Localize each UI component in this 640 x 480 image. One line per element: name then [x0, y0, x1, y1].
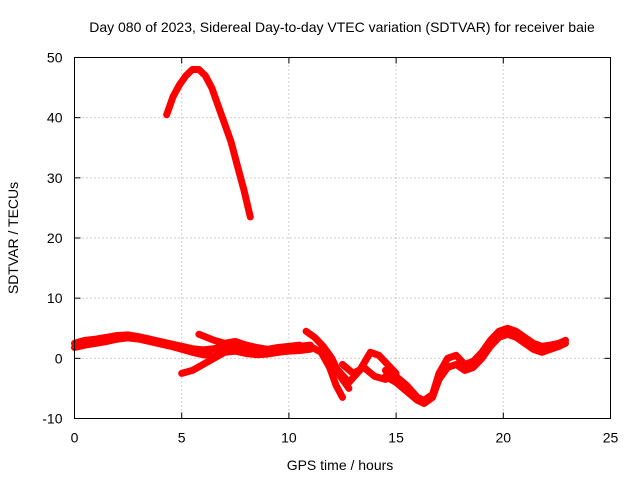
series-arc-mid [195, 330, 304, 353]
y-tick-label: 50 [47, 50, 63, 66]
data-traces [71, 66, 569, 407]
x-tick-label: 5 [178, 430, 186, 446]
series-band-2 [71, 334, 314, 360]
x-tick-label: 10 [281, 430, 297, 446]
series-arc-high [163, 66, 254, 221]
y-tick-label: -10 [42, 411, 62, 427]
y-tick-label: 30 [47, 170, 63, 186]
x-tick-label: 25 [603, 430, 619, 446]
y-tick-label: 0 [55, 350, 63, 366]
grid-lines [74, 57, 611, 419]
chart-title: Day 080 of 2023, Sidereal Day-to-day VTE… [89, 19, 595, 35]
y-tick-label: 40 [47, 110, 63, 126]
x-tick-labels: 0 5 10 15 20 25 [71, 430, 619, 446]
series-arc-dip-b [296, 342, 346, 401]
y-tick-label: 10 [47, 290, 63, 306]
y-axis-label: SDTVAR / TECUs [5, 182, 21, 294]
series-arc-dip-c [334, 348, 400, 386]
y-tick-label: 20 [47, 230, 63, 246]
series-band-late-b [381, 330, 569, 407]
x-axis-label: GPS time / hours [287, 457, 394, 473]
axis-ticks [74, 57, 611, 419]
series-arc-low [178, 345, 250, 377]
x-tick-label: 15 [388, 430, 404, 446]
x-tick-label: 20 [496, 430, 512, 446]
x-tick-label: 0 [71, 430, 79, 446]
y-tick-labels: -10 0 10 20 30 40 50 [42, 50, 62, 427]
series-arc-dip-d [339, 360, 389, 383]
